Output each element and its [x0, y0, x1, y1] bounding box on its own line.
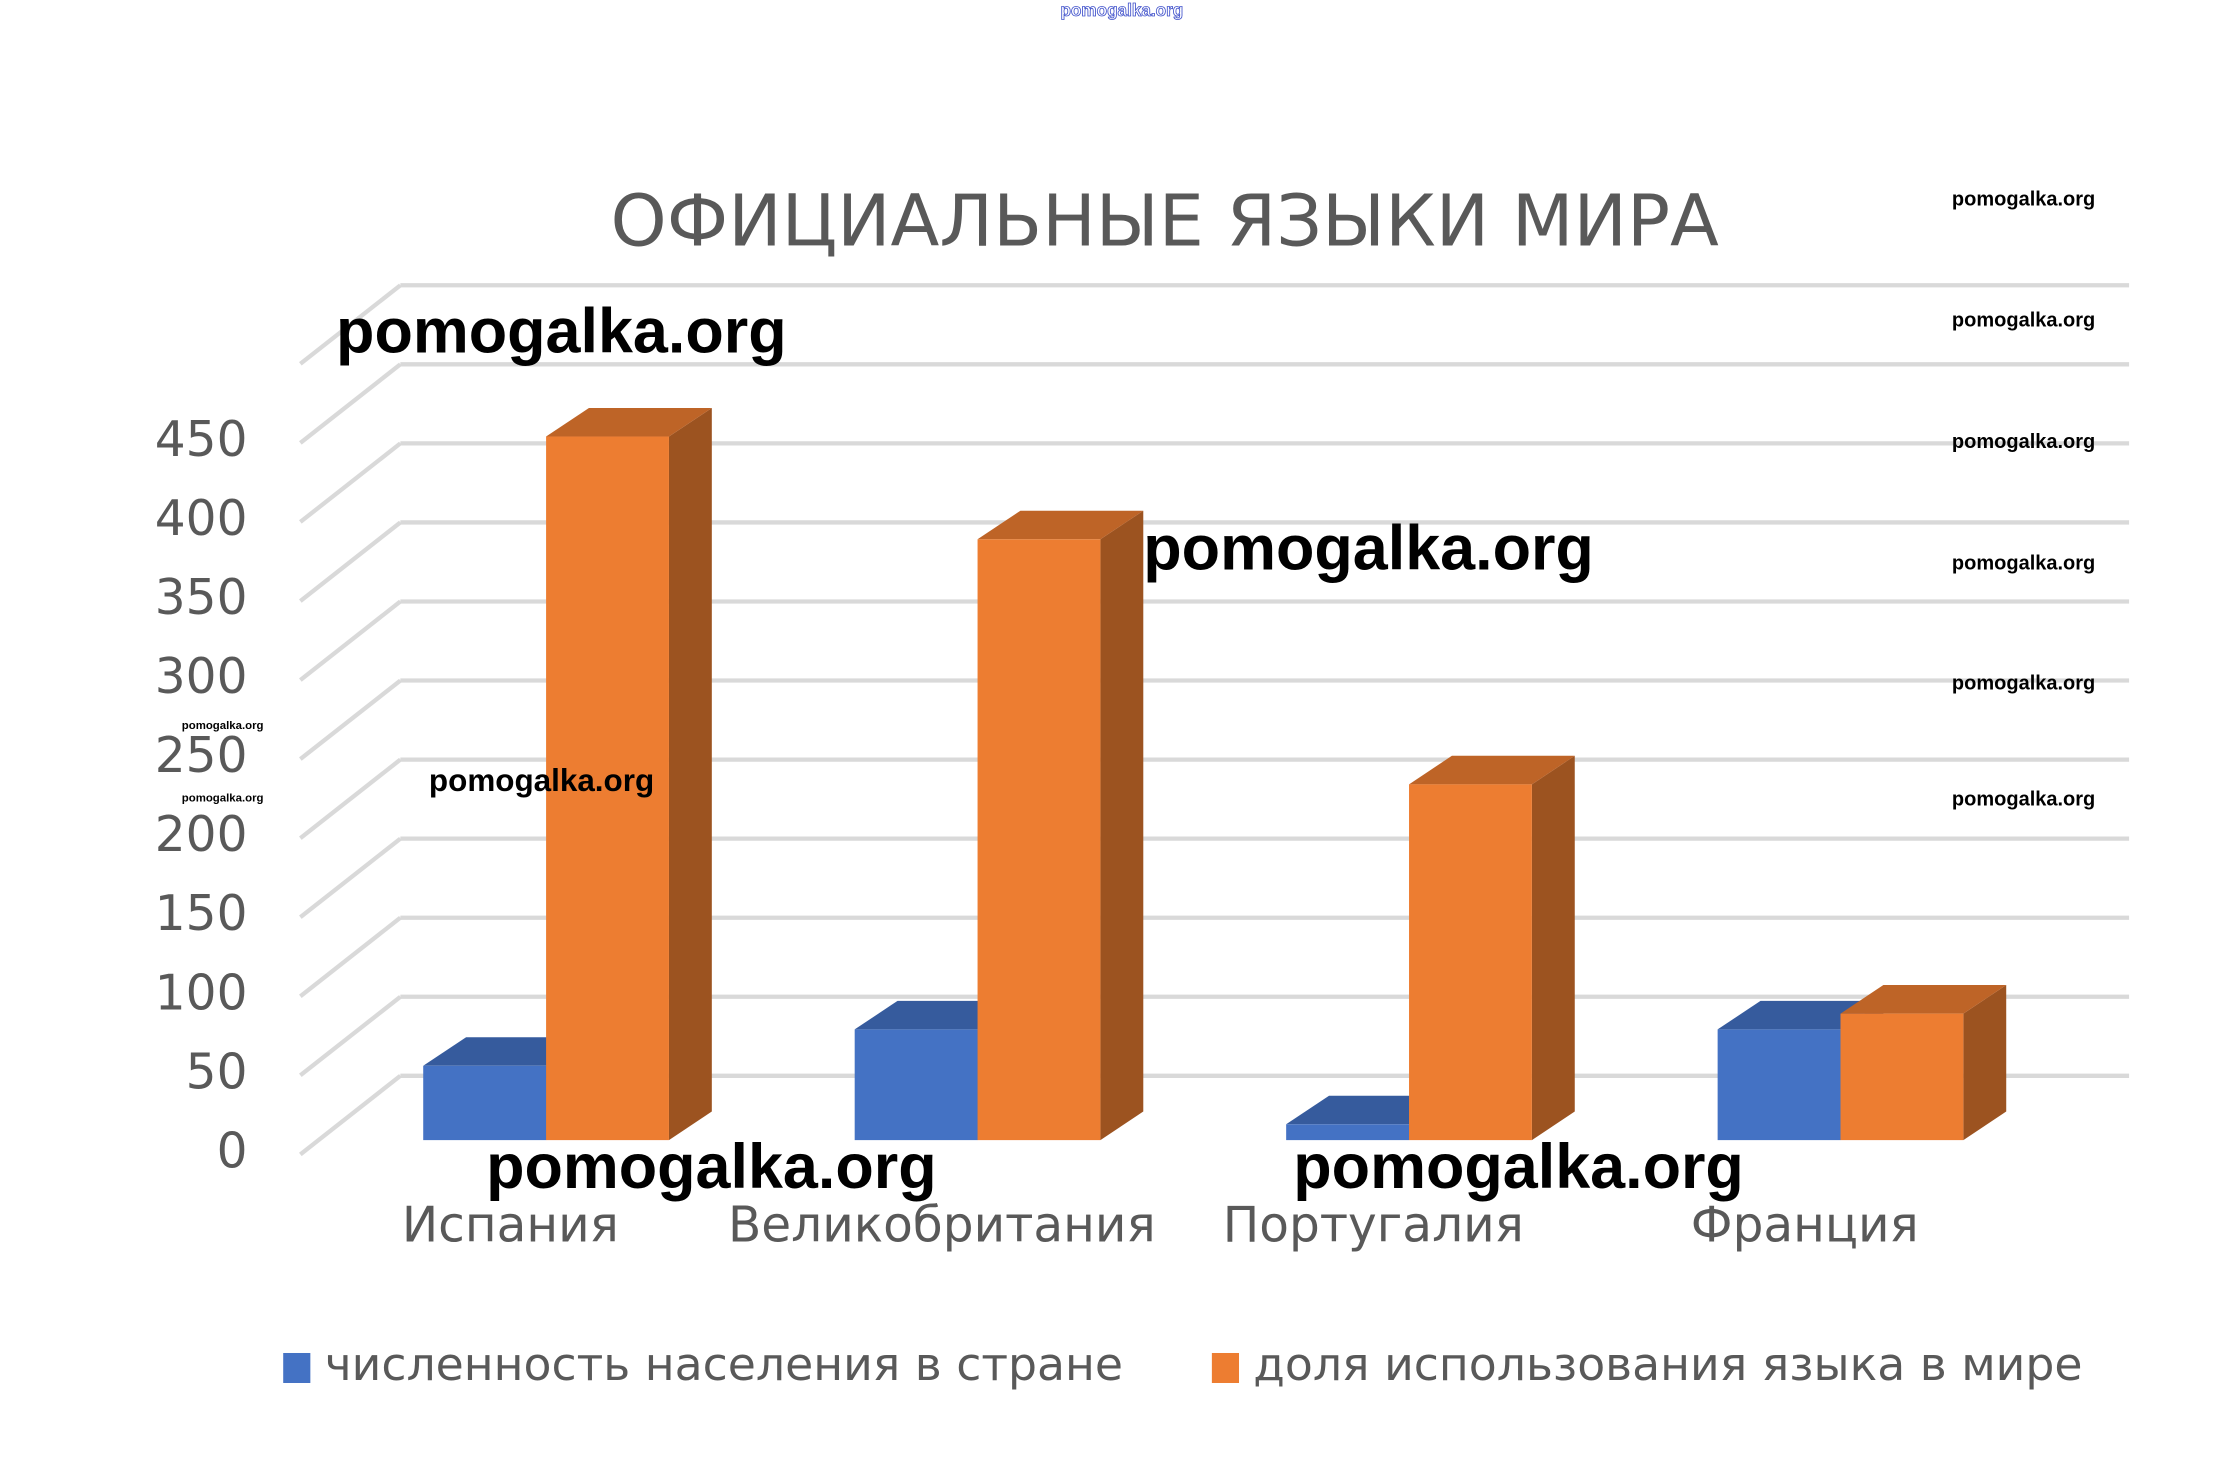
watermark: pomogalka.org: [1952, 431, 2095, 453]
y-tick-label: 150: [155, 886, 248, 942]
watermark: pomogalka.org: [1952, 788, 2095, 810]
bar: [1409, 784, 1532, 1141]
bar: [546, 436, 669, 1141]
y-tick-label: 200: [155, 807, 248, 863]
watermark: pomogalka.org: [1952, 673, 2095, 695]
watermark: pomogalka.org: [182, 720, 264, 732]
bar: [423, 1065, 547, 1141]
bar: [977, 539, 1101, 1141]
bar-side: [1531, 755, 1575, 1141]
grid-line: [299, 283, 402, 366]
y-tick-label: 400: [155, 491, 248, 547]
bar-top: [1409, 755, 1575, 785]
watermark: pomogalka.org: [1952, 188, 2095, 210]
y-tick-label: 0: [217, 1123, 248, 1179]
y-tick-label: 350: [155, 570, 248, 626]
legend-label: доля использования языка в мире: [1253, 1338, 2082, 1391]
bar-side: [1963, 985, 2007, 1141]
chart-title: ОФИЦИАЛЬНЫЕ ЯЗЫКИ МИРА: [611, 179, 1720, 262]
legend-swatch: [1211, 1352, 1240, 1383]
watermark: pomogalka.org: [486, 1132, 937, 1202]
y-tick-label: 50: [186, 1044, 248, 1100]
bar: [1286, 1124, 1410, 1141]
legend-label: численность населения в стране: [325, 1338, 1123, 1391]
watermark: pomogalka.org: [1952, 310, 2095, 332]
y-tick-label: 250: [155, 728, 248, 784]
grid-line: [299, 836, 402, 919]
bar: [854, 1029, 978, 1141]
grid-line: [299, 599, 402, 682]
watermark: pomogalka.org: [1293, 1132, 1744, 1202]
y-tick-label: 450: [155, 412, 248, 468]
bar-top: [977, 510, 1144, 540]
legend-swatch: [283, 1352, 311, 1383]
watermark: pomogalka.org: [336, 296, 787, 366]
grid-line: [299, 441, 402, 524]
grid-line: [299, 995, 402, 1078]
watermark: pomogalka.org: [182, 793, 264, 805]
y-tick-label: 100: [155, 965, 248, 1021]
bar-side: [668, 407, 712, 1141]
watermark: pomogalka.org: [1060, 0, 1183, 20]
watermark: pomogalka.org: [429, 763, 654, 798]
bar-top: [546, 407, 712, 437]
bar-side: [1100, 510, 1144, 1141]
grid-line: [299, 757, 402, 840]
watermark: pomogalka.org: [1952, 553, 2095, 575]
grid-line: [299, 916, 402, 998]
bar: [1717, 1029, 1841, 1141]
x-tick-label: Португалия: [1223, 1198, 1524, 1254]
x-tick-label: Великобритания: [728, 1198, 1156, 1254]
grid-line: [299, 1074, 402, 1157]
watermark: pomogalka.org: [1143, 514, 1594, 584]
bar: [1840, 1013, 1964, 1141]
x-tick-label: Испания: [402, 1198, 619, 1254]
grid-line: [299, 678, 402, 761]
grid-line: [299, 362, 402, 445]
y-tick-label: 300: [155, 649, 248, 705]
x-tick-label: Франция: [1691, 1198, 1919, 1254]
grid-line: [299, 520, 402, 603]
bar-top: [1840, 985, 2007, 1014]
